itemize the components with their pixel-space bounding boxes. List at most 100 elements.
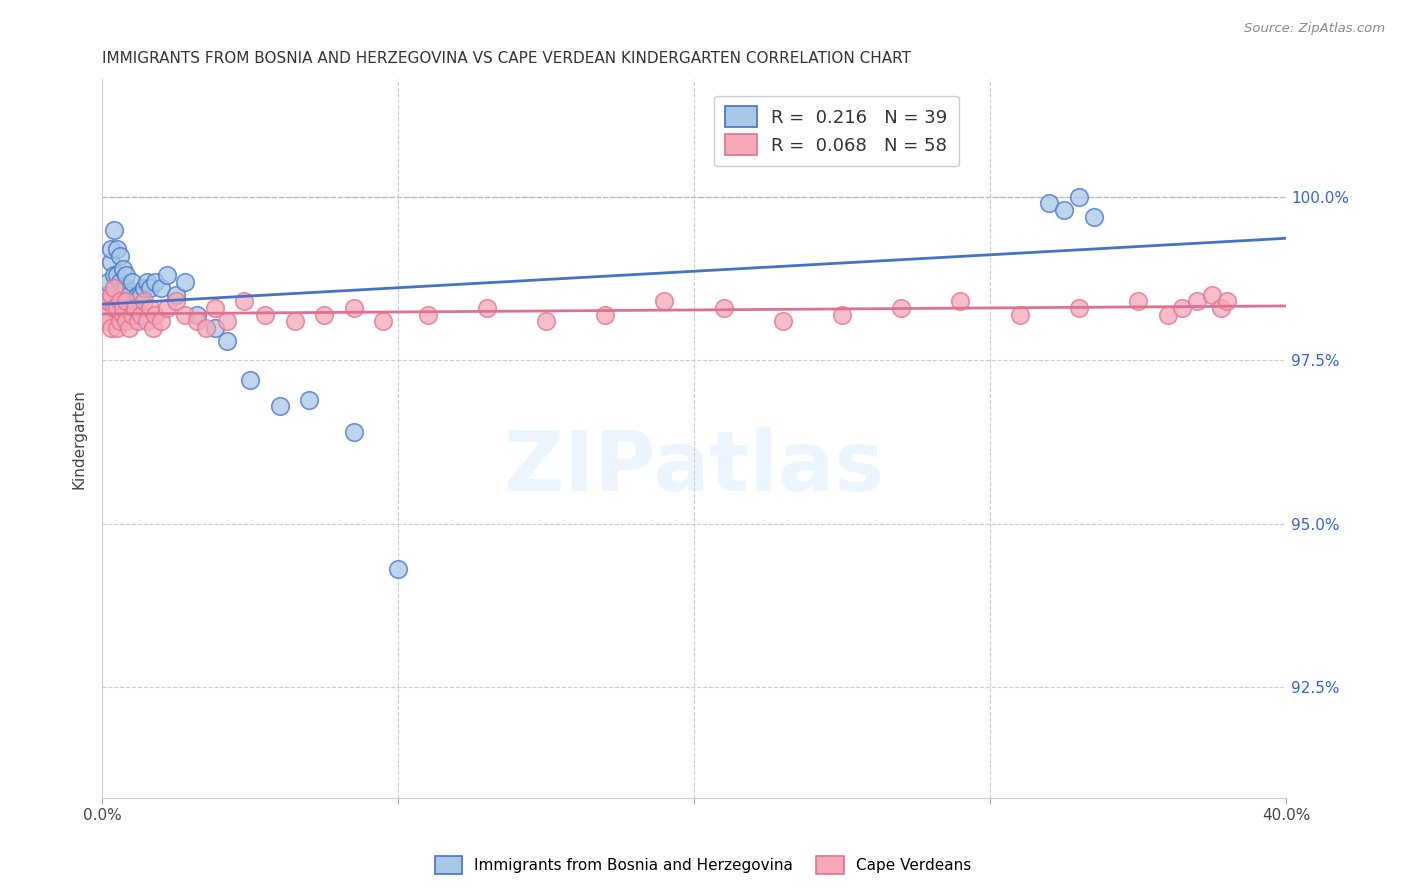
Point [186, 308, 208, 322]
Point [97, 294, 120, 309]
Point [253, 308, 276, 322]
Point [373, 314, 395, 328]
Point [138, 281, 160, 295]
Point [121, 308, 143, 322]
Point [416, 308, 439, 322]
Point [387, 562, 409, 576]
Point [1171, 301, 1194, 315]
Point [343, 301, 366, 315]
Point [105, 242, 128, 256]
Point [890, 301, 912, 315]
Point [1067, 301, 1090, 315]
Point [1156, 308, 1178, 322]
Point [156, 268, 179, 283]
Point [174, 275, 197, 289]
Point [108, 275, 131, 289]
Point [127, 288, 149, 302]
Point [314, 308, 336, 322]
Point [239, 373, 262, 387]
Text: Source: ZipAtlas.com: Source: ZipAtlas.com [1244, 22, 1385, 36]
Legend: R =  0.216   N = 39, R =  0.068   N = 58: R = 0.216 N = 39, R = 0.068 N = 58 [714, 95, 959, 166]
Point [145, 275, 167, 289]
Legend: Immigrants from Bosnia and Herzegovina, Cape Verdeans: Immigrants from Bosnia and Herzegovina, … [429, 850, 977, 880]
Point [284, 314, 307, 328]
Point [108, 249, 131, 263]
Point [111, 301, 134, 315]
Point [186, 314, 208, 328]
Point [1067, 190, 1090, 204]
Point [105, 301, 128, 315]
Point [194, 320, 217, 334]
Point [115, 268, 138, 283]
Point [111, 281, 134, 295]
Point [100, 255, 122, 269]
Point [103, 222, 125, 236]
Point [94, 308, 117, 322]
Point [100, 288, 122, 302]
Point [135, 314, 157, 328]
Point [121, 275, 143, 289]
Point [124, 301, 146, 315]
Point [1185, 294, 1208, 309]
Point [145, 308, 167, 322]
Point [298, 392, 321, 407]
Point [129, 288, 152, 302]
Point [103, 268, 125, 283]
Point [713, 301, 735, 315]
Point [534, 314, 557, 328]
Point [269, 399, 291, 413]
Point [115, 314, 138, 328]
Point [1209, 301, 1232, 315]
Point [1201, 288, 1223, 302]
Point [831, 308, 853, 322]
Point [127, 314, 149, 328]
Point [165, 288, 187, 302]
Point [105, 268, 128, 283]
Point [949, 294, 972, 309]
Point [118, 288, 141, 302]
Point [97, 275, 120, 289]
Point [1008, 308, 1031, 322]
Point [1216, 294, 1239, 309]
Point [100, 242, 122, 256]
Point [204, 301, 226, 315]
Point [204, 320, 226, 334]
Point [150, 314, 173, 328]
Point [115, 294, 138, 309]
Point [111, 308, 134, 322]
Point [124, 294, 146, 309]
Point [156, 301, 179, 315]
Point [165, 294, 187, 309]
Point [108, 294, 131, 309]
Point [97, 314, 120, 328]
Point [772, 314, 794, 328]
Point [1053, 202, 1076, 217]
Point [215, 314, 238, 328]
Point [129, 308, 152, 322]
Point [174, 308, 197, 322]
Point [135, 275, 157, 289]
Y-axis label: Kindergarten: Kindergarten [72, 389, 86, 489]
Point [150, 281, 173, 295]
Point [233, 294, 256, 309]
Point [475, 301, 498, 315]
Point [1038, 196, 1060, 211]
Point [141, 320, 163, 334]
Point [132, 281, 155, 295]
Point [115, 281, 138, 295]
Point [654, 294, 676, 309]
Point [94, 288, 117, 302]
Text: ZIPatlas: ZIPatlas [503, 427, 884, 508]
Point [103, 281, 125, 295]
Point [118, 320, 141, 334]
Point [343, 425, 366, 439]
Point [1083, 210, 1105, 224]
Point [595, 308, 617, 322]
Point [100, 320, 122, 334]
Point [103, 301, 125, 315]
Point [1126, 294, 1149, 309]
Point [215, 334, 238, 348]
Point [108, 314, 131, 328]
Point [132, 294, 155, 309]
Text: IMMIGRANTS FROM BOSNIA AND HERZEGOVINA VS CAPE VERDEAN KINDERGARTEN CORRELATION : IMMIGRANTS FROM BOSNIA AND HERZEGOVINA V… [103, 51, 911, 66]
